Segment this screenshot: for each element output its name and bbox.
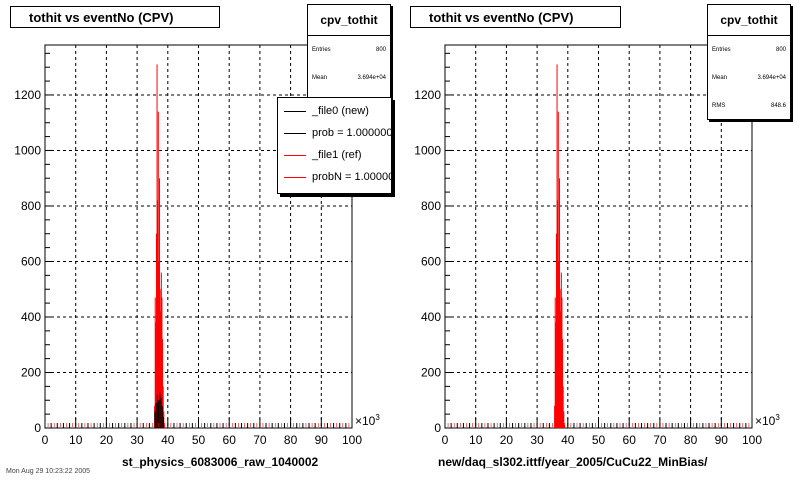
right-stats-box: cpv_tothit Entries 800 Mean 3.694e+04 RM… (707, 4, 791, 120)
right-x-tick-label-0: 0 (442, 433, 449, 447)
left-x-multiplier: ×103 (355, 413, 380, 428)
legend-label-prob: prob = 1.000000 (312, 127, 392, 139)
left-x-tick-label-9: 90 (315, 433, 329, 447)
legend-entry-probn: probN = 1.000000 (278, 166, 391, 188)
left-x-tick-label-1: 10 (69, 433, 83, 447)
right-x-tick-label-10: 100 (742, 433, 762, 447)
right-x-tick-label-2: 20 (500, 433, 514, 447)
left-stats-entries-row: Entries 800 (308, 36, 390, 64)
left-y-tick-label-0: 0 (34, 421, 41, 435)
right-x-tick-label-9: 90 (715, 433, 729, 447)
legend-label-probn: probN = 1.000000 (312, 171, 392, 183)
legend-swatch-file1 (284, 155, 306, 156)
right-stats-rms-label: RMS (712, 103, 726, 109)
left-stats-box: cpv_tothit Entries 800 Mean 3.694e+04 (307, 4, 391, 98)
right-x-tick-label-4: 40 (561, 433, 575, 447)
left-plot-title: tothit vs eventNo (CPV) (10, 6, 220, 28)
right-stats-mean-row: Mean 3.694e+04 (708, 64, 790, 92)
legend-label-file0: _file0 (new) (312, 105, 369, 117)
right-x-multiplier: ×103 (755, 413, 780, 428)
right-stats-entries-row: Entries 800 (708, 36, 790, 64)
left-stats-mean-label: Mean (312, 75, 328, 81)
right-stats-name: cpv_tothit (708, 5, 790, 36)
left-plot-pad: 0 10 20 30 40 50 60 70 80 90 100 0 200 400 600 800 1000 1… (10, 4, 392, 469)
footer-timestamp: Mon Aug 29 10:23:22 2005 (6, 468, 91, 475)
left-x-tick-label-3: 30 (130, 433, 144, 447)
left-y-tick-label-4: 800 (21, 199, 41, 213)
left-y-tick-label-1: 200 (21, 365, 41, 379)
right-stats-mean-label: Mean (712, 75, 728, 81)
left-x-tick-label-0: 0 (42, 433, 49, 447)
left-x-tick-label-10: 100 (342, 433, 362, 447)
right-y-tick-label-5: 1000 (414, 143, 441, 157)
right-plot-pad: 0 10 20 30 40 50 60 70 80 90 100 0 200 400 600 800 1000 1… (400, 0, 800, 480)
right-stats-entries-label: Entries (712, 47, 731, 53)
left-x-tick-label-7: 70 (253, 433, 267, 447)
left-x-axis-title: st_physics_6083006_raw_1040002 (122, 455, 319, 469)
left-stats-mean-value: 3.694e+04 (357, 75, 386, 81)
right-y-tick-label-2: 400 (421, 310, 441, 324)
left-x-multiplier-exponent: 3 (375, 413, 380, 422)
right-x-multiplier-exponent: 3 (775, 413, 780, 422)
left-x-tick-label-6: 60 (223, 433, 237, 447)
left-y-tick-label-5: 1000 (14, 143, 41, 157)
left-x-tick-label-2: 20 (100, 433, 114, 447)
left-x-tick-label-8: 80 (284, 433, 298, 447)
legend-swatch-probn (284, 177, 306, 178)
left-stats-name: cpv_tothit (308, 5, 390, 36)
right-stats-entries-value: 800 (775, 47, 786, 53)
right-x-tick-label-5: 50 (592, 433, 606, 447)
right-y-tick-label-4: 800 (421, 199, 441, 213)
right-stats-mean-value: 3.694e+04 (757, 75, 786, 81)
right-y-tick-label-3: 600 (421, 254, 441, 268)
right-y-tick-label-1: 200 (421, 365, 441, 379)
left-x-tick-label-5: 50 (192, 433, 206, 447)
legend-entry-file1: _file1 (ref) (278, 144, 391, 166)
right-x-axis-title: new/daq_sl302.ittf/year_2005/CuCu22_MinB… (438, 455, 708, 469)
left-y-tick-label-3: 600 (21, 254, 41, 268)
right-x-tick-label-8: 80 (684, 433, 698, 447)
legend-label-file1: _file1 (ref) (312, 149, 362, 161)
left-stats-mean-row: Mean 3.694e+04 (308, 64, 390, 92)
left-legend: _file0 (new) prob = 1.000000 _file1 (ref… (277, 97, 392, 194)
legend-swatch-prob (284, 133, 306, 134)
legend-entry-prob: prob = 1.000000 (278, 122, 391, 144)
right-histogram: 0 10 20 30 40 50 60 70 80 90 100020040060080010001… (414, 44, 780, 447)
right-x-tick-label-7: 70 (653, 433, 667, 447)
left-y-tick-label-6: 1200 (14, 88, 41, 102)
right-stats-rms-row: RMS 848.6 (708, 92, 790, 120)
left-stats-entries-label: Entries (312, 47, 331, 53)
right-stats-rms-value: 848.6 (770, 103, 786, 109)
right-x-tick-label-1: 10 (469, 433, 483, 447)
right-x-tick-label-3: 30 (530, 433, 544, 447)
legend-swatch-file0 (284, 111, 306, 112)
left-x-tick-label-4: 40 (161, 433, 175, 447)
legend-entry-file0: _file0 (new) (278, 100, 391, 122)
right-plot-title: tothit vs eventNo (CPV) (410, 6, 621, 28)
right-x-tick-label-6: 60 (623, 433, 637, 447)
left-y-tick-label-2: 400 (21, 310, 41, 324)
left-stats-entries-value: 800 (375, 47, 386, 53)
right-y-tick-label-0: 0 (434, 421, 441, 435)
right-y-tick-label-6: 1200 (414, 88, 441, 102)
